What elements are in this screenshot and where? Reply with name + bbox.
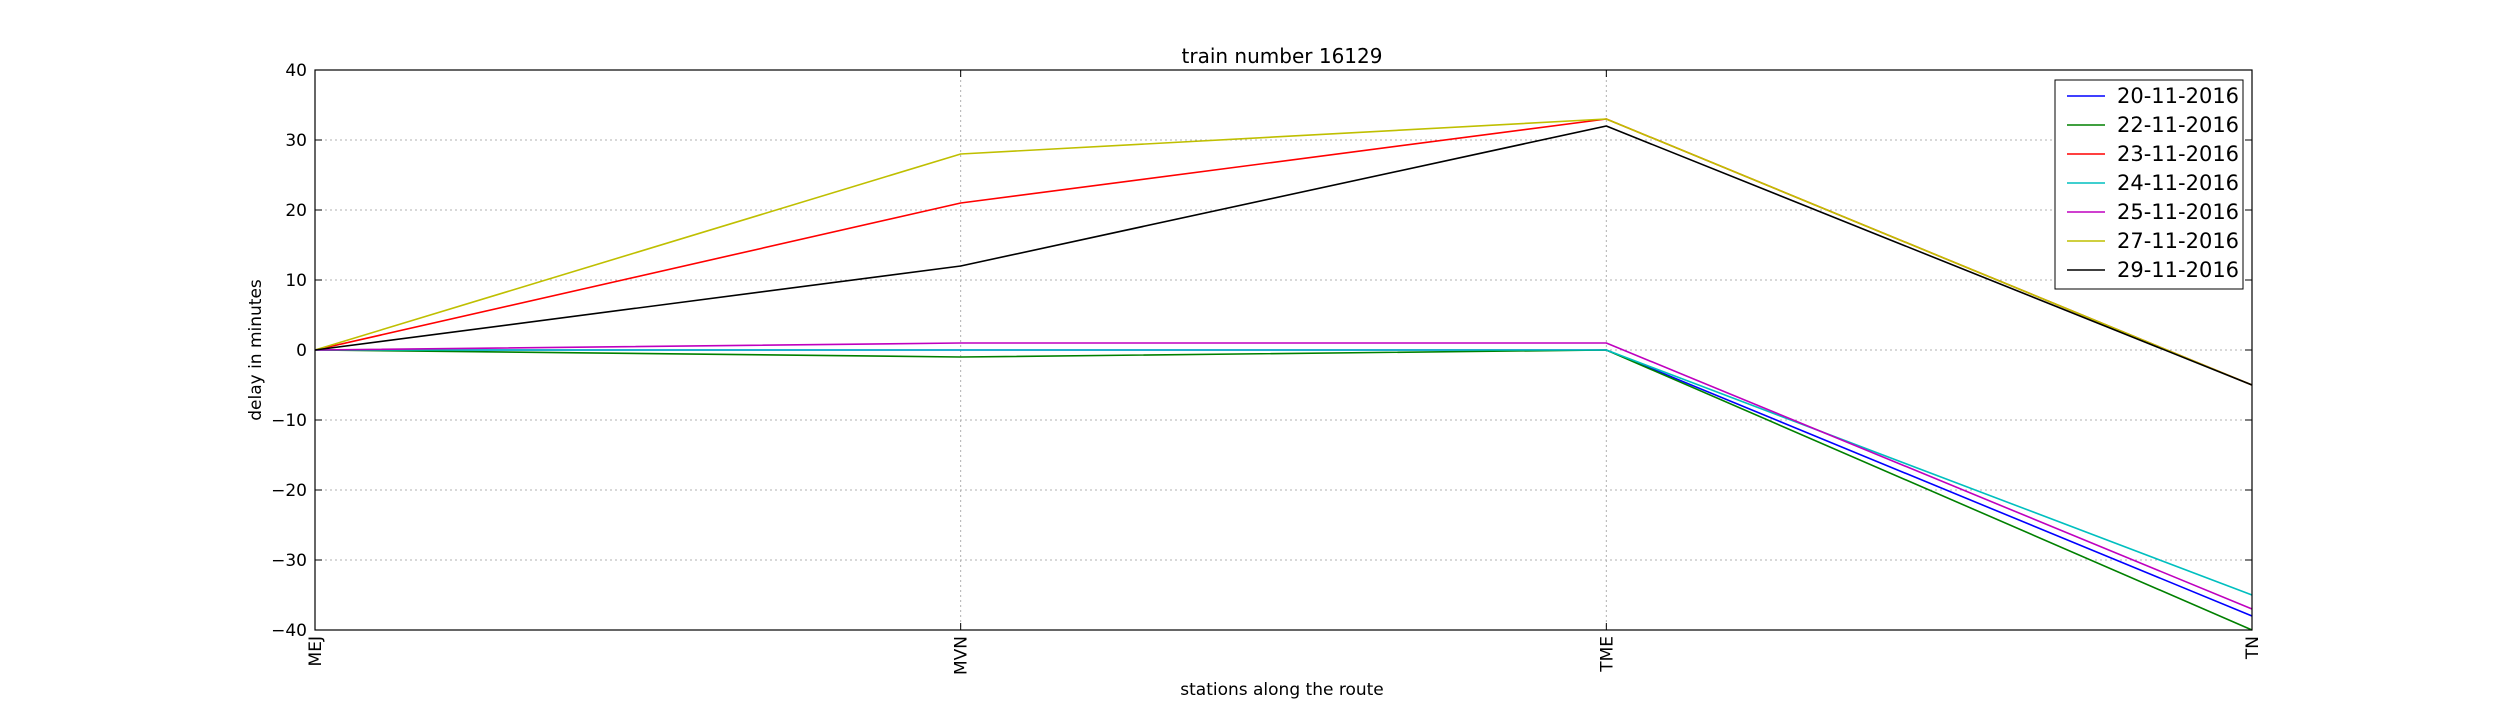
plot-frame — [314, 69, 2253, 631]
legend-label: 25-11-2016 — [2117, 200, 2239, 224]
legend-box — [2054, 79, 2244, 290]
legend-label: 24-11-2016 — [2117, 171, 2239, 195]
y-tick-label: 10 — [285, 271, 307, 291]
y-tick-label: −40 — [271, 621, 307, 641]
series-line — [315, 349, 2253, 617]
y-tick-label: 40 — [285, 61, 307, 81]
legend-label: 20-11-2016 — [2117, 84, 2239, 108]
y-tick-label: 20 — [285, 201, 307, 221]
series-line — [314, 125, 2253, 386]
legend-label: 27-11-2016 — [2117, 229, 2239, 253]
x-axis-title: stations along the route — [1180, 680, 1384, 700]
y-tick-label: −10 — [271, 411, 307, 431]
legend-label: 22-11-2016 — [2117, 113, 2239, 137]
series-line — [314, 342, 2253, 610]
y-tick-label: 30 — [285, 131, 307, 151]
x-tick-label: TME — [1597, 636, 1617, 673]
series-line — [315, 349, 2253, 596]
legend-label: 23-11-2016 — [2117, 142, 2239, 166]
y-tick-label: 0 — [296, 341, 307, 361]
chart-title: train number 16129 — [1182, 44, 1383, 68]
legend-label: 29-11-2016 — [2117, 258, 2239, 282]
series-line — [314, 118, 2253, 386]
y-tick-label: −30 — [271, 551, 307, 571]
x-tick-label: TN — [2243, 636, 2263, 660]
x-tick-label: MEJ — [306, 636, 326, 666]
y-tick-label: −20 — [271, 481, 307, 501]
series-line — [314, 349, 2253, 631]
series-line — [314, 118, 2253, 386]
y-axis-title: delay in minutes — [246, 279, 266, 421]
x-tick-label: MVN — [952, 636, 972, 675]
